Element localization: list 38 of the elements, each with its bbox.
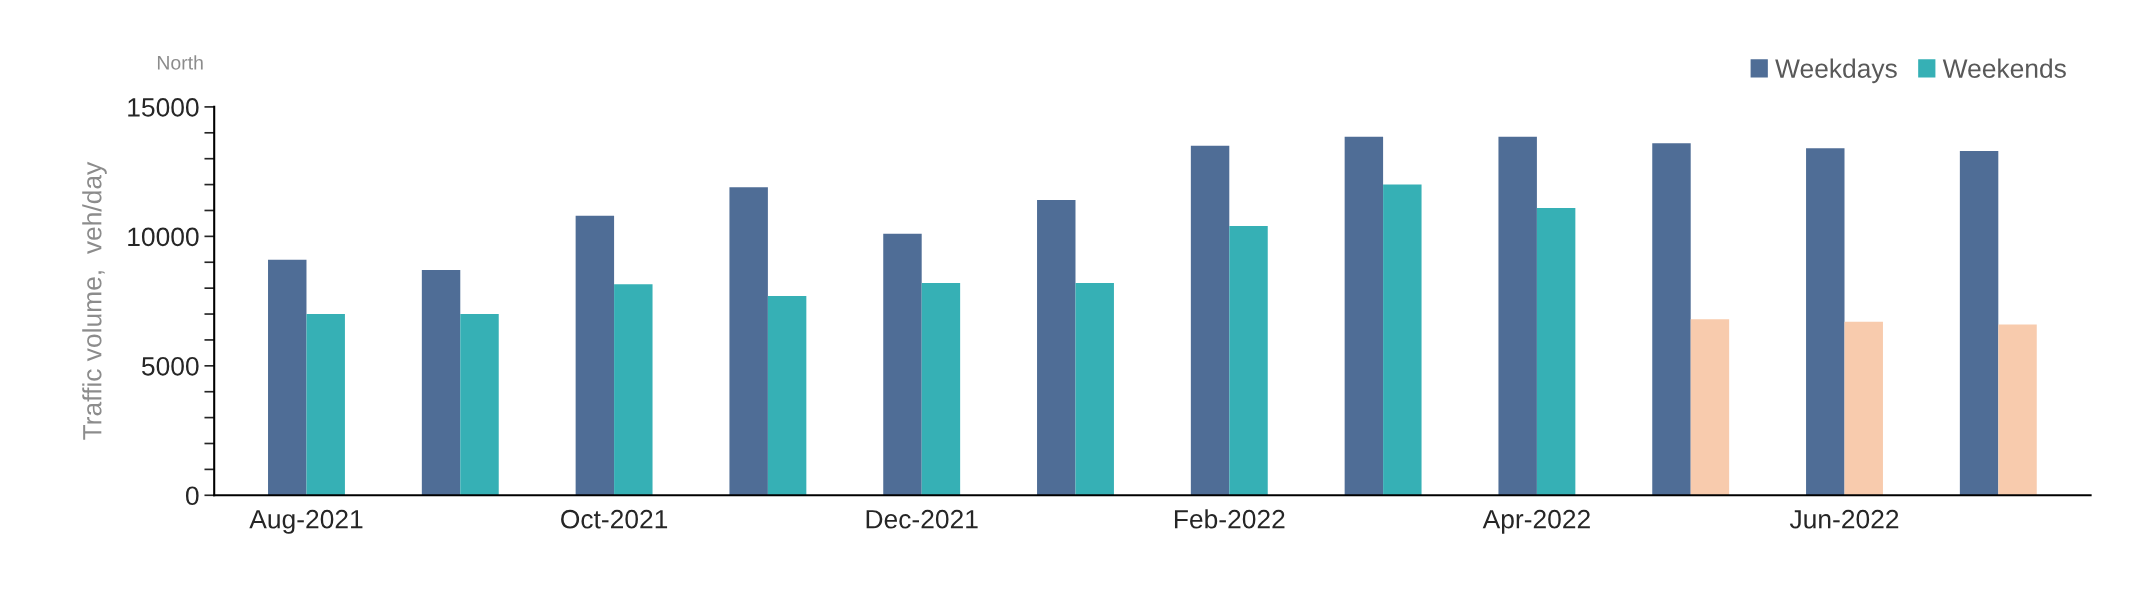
x-tick-label: Aug-2021: [249, 509, 363, 534]
bar: [306, 314, 345, 496]
bar: [883, 233, 922, 496]
y-axis-title: Traffic volume, veh/day: [82, 161, 107, 440]
bar: [1959, 150, 1999, 496]
bar: [1344, 136, 1384, 496]
y-tick-label: 5000: [141, 356, 199, 376]
bar: [767, 295, 807, 496]
bar: [421, 270, 461, 496]
bar: [268, 259, 307, 496]
x-tick-label: Feb-2022: [1174, 509, 1285, 529]
bar: [1498, 136, 1537, 496]
bar: [1652, 143, 1691, 496]
bar: [460, 314, 499, 496]
bar: [921, 282, 961, 496]
x-tick-label: Apr-2022: [1482, 509, 1590, 534]
legend-label: Weekdays: [1775, 58, 1897, 84]
legend-label: Weekends: [1942, 58, 2066, 78]
bar: [1037, 200, 1076, 496]
bar: [1383, 184, 1422, 496]
bar: [729, 187, 768, 496]
bar: [1536, 207, 1576, 496]
bar: [1190, 145, 1230, 496]
bar: [614, 284, 653, 496]
chart-title: North: [157, 55, 203, 70]
bar: [1229, 226, 1268, 496]
bar: [1690, 319, 1730, 496]
x-tick-label: Dec-2021: [866, 509, 978, 529]
bar: [575, 215, 615, 496]
y-tick-label: 15000: [128, 98, 199, 117]
y-tick-label: 10000: [128, 227, 199, 247]
bar: [1844, 321, 1883, 496]
y-tick-label: 0: [185, 486, 199, 506]
bar: [1075, 282, 1114, 496]
bar: [1806, 148, 1845, 496]
x-tick-label: Oct-2021: [561, 509, 668, 529]
x-tick-label: Jun-2022: [1789, 509, 1899, 529]
bar: [1998, 324, 2037, 496]
